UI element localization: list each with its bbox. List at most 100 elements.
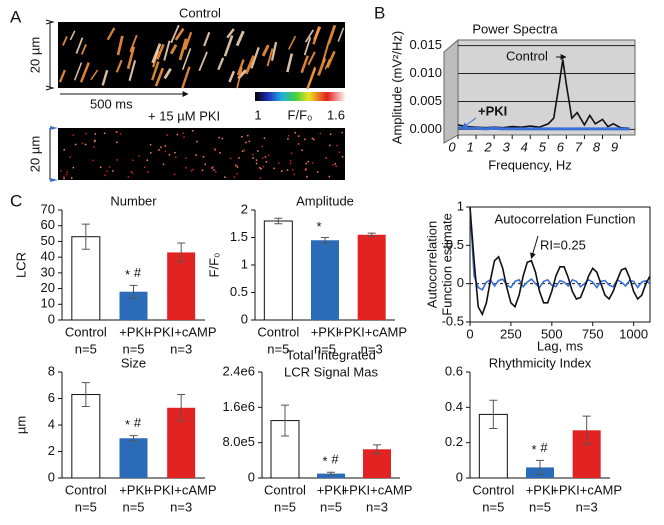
significance: * [125,267,130,282]
n-label: n=5 [320,499,342,514]
error-bar [177,394,186,422]
chart-title: Amplitude [296,193,354,208]
spark [66,171,68,173]
spark [328,175,330,178]
spark [261,44,270,57]
line-series [469,206,651,317]
spark [164,150,167,153]
spark [329,144,331,147]
y-tick-label: 20 [41,280,55,295]
spark [236,173,238,175]
error-bar [327,471,335,476]
spark [332,164,334,166]
x-tick-label: 8 [593,139,601,154]
x-tick-label: 4 [521,139,528,154]
y-tick-label: -0.5 [442,313,464,328]
spark [214,148,216,151]
category-label: +PKI [317,482,346,497]
spark [74,143,77,146]
spark [259,167,261,169]
scale-label: 500 ms [90,96,133,111]
spark [261,145,264,148]
spark [175,156,177,158]
spark [112,170,114,172]
y-tick-label: 4 [48,416,55,431]
spark [151,61,160,81]
spark [151,43,162,64]
category-label: Control [65,324,107,339]
line-series [457,126,630,131]
error-bar [177,242,186,263]
spark [306,175,308,178]
spark [287,35,297,50]
spark [128,60,137,82]
chart-title: Total Integrated [286,347,376,362]
spark [164,145,167,147]
n-label: n=5 [314,341,336,356]
spark [185,157,187,159]
spark [115,59,123,73]
spark [116,141,118,144]
spark [143,166,146,168]
spark [170,24,180,44]
scale-bar [45,19,55,91]
spark [341,155,344,158]
chart-title: Size [121,355,146,370]
spark [297,135,300,137]
spark [93,140,96,143]
y-axis-label: Autocorrelation [424,221,439,308]
spark [70,177,73,179]
spark [326,50,336,69]
y-tick-label: 1 [457,198,464,213]
category-label: +PKI [119,482,148,497]
spark [324,58,331,70]
scale-label: 20 µm [27,37,42,73]
line-series [469,206,651,291]
n-label: n=5 [274,499,296,514]
panel-label: C [10,191,22,210]
y-tick-label: 0.010 [409,65,442,80]
error-bar [129,284,138,299]
spark [106,170,108,173]
spark [127,176,130,178]
spark [304,138,306,141]
y-tick-label: 60 [41,217,55,232]
spark [265,161,268,163]
spark [236,165,239,167]
y-tick-label: 0.000 [409,121,442,136]
spark [325,157,328,159]
colorbar-label: 1.6 [327,107,345,122]
spark [203,31,211,47]
category-label: +PKI+cAMP [336,324,407,339]
bar [311,240,339,320]
bar [357,234,386,320]
x-tick-label: 3 [503,139,511,154]
y-tick-label: 0.005 [409,93,442,108]
spark [226,28,235,39]
linescan-image [58,22,345,88]
y-tick-label: 1.6e6 [222,399,255,414]
n-label: n=3 [366,499,388,514]
significance: * [531,442,536,457]
spark [255,159,258,161]
x-tick-label: 1 [466,139,473,154]
spark [129,34,138,53]
spark [63,149,65,151]
spark [94,139,96,142]
spark [291,169,294,171]
plot-side [443,38,459,144]
spark [65,173,68,176]
spark [84,143,87,146]
spark [218,136,220,139]
y-tick-label: 50 [41,233,55,248]
spark [241,136,243,138]
x-tick-label: 250 [500,326,522,341]
y-axis-label: µm [13,416,28,434]
x-tick-label: 5 [539,139,547,154]
error-bar [281,404,289,437]
spark [261,157,264,159]
spark [162,163,165,166]
y-tick-label: 2 [241,201,248,216]
spark [168,153,171,156]
